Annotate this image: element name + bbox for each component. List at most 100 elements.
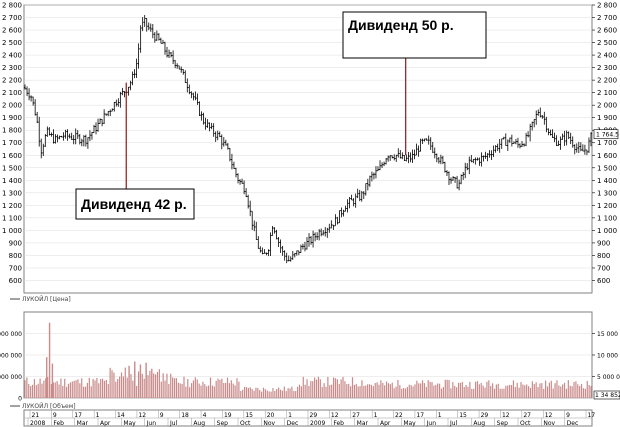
x-month-label: Oct <box>520 420 531 427</box>
price-tick-label-left: 2 000 <box>2 102 22 110</box>
volume-bar <box>236 378 238 398</box>
volume-bar <box>573 381 575 398</box>
volume-bar <box>206 386 208 398</box>
volume-bar <box>306 379 308 398</box>
volume-bar <box>120 372 123 398</box>
price-tick-label-right: 2 100 <box>597 89 617 97</box>
volume-bar <box>132 380 134 398</box>
volume-bar <box>340 379 342 398</box>
volume-bar <box>86 382 89 398</box>
volume-bar <box>442 387 444 398</box>
volume-bar <box>425 386 427 398</box>
volume-bar <box>219 379 221 398</box>
volume-bar <box>435 384 437 398</box>
volume-spike <box>151 368 153 398</box>
volume-bar <box>399 385 401 398</box>
volume-bar <box>505 385 507 398</box>
volume-bar <box>490 385 492 398</box>
volume-bar <box>317 376 320 398</box>
volume-bar <box>79 383 81 398</box>
volume-bar <box>416 380 418 398</box>
volume-bar <box>283 386 285 398</box>
x-day-label: 9 <box>566 412 570 419</box>
volume-bar <box>427 380 429 398</box>
volume-bar <box>310 380 312 398</box>
dividend-label-2: Дивиденд 50 р. <box>348 17 454 33</box>
last-volume-marker: 1 34 852 <box>593 390 620 400</box>
volume-bar <box>355 383 357 398</box>
volume-bar <box>550 380 552 398</box>
price-tick-label-right: 2 700 <box>597 14 617 22</box>
volume-bar <box>527 386 530 398</box>
price-tick-label-left: 900 <box>9 239 22 247</box>
volume-bar <box>584 388 586 398</box>
volume-bar <box>329 385 331 398</box>
volume-bar <box>518 387 520 398</box>
x-month-label: Jun <box>426 420 437 427</box>
volume-tick-label-left: 5 000 000 <box>0 374 22 381</box>
volume-bar <box>54 382 56 398</box>
x-day-label: 27 <box>352 412 360 419</box>
volume-bar <box>410 385 412 398</box>
volume-bar <box>31 384 34 398</box>
x-month-label: Nov <box>543 420 555 427</box>
volume-bar <box>251 388 253 398</box>
volume-bar <box>81 378 83 398</box>
volume-bar <box>531 381 533 398</box>
volume-bar <box>137 371 140 398</box>
volume-bar <box>471 388 473 398</box>
volume-bar <box>75 380 77 398</box>
volume-bar <box>344 381 346 398</box>
volume-bar <box>62 385 64 398</box>
price-tick-label-left: 2 400 <box>2 52 22 60</box>
volume-bar <box>514 387 516 398</box>
dividend-box-1 <box>75 188 195 220</box>
volume-bar <box>302 376 304 398</box>
price-tick-label-right: 1 500 <box>597 164 617 172</box>
x-day-label: 15 <box>459 412 467 419</box>
volume-bar <box>289 388 291 398</box>
volume-bar <box>522 384 524 398</box>
volume-bar <box>323 383 325 398</box>
volume-bar <box>403 388 405 398</box>
x-day-label: 12 <box>331 412 339 419</box>
volume-bar <box>480 383 482 398</box>
volume-bar <box>238 381 240 398</box>
volume-bar <box>66 386 68 398</box>
volume-bar <box>211 385 213 398</box>
price-tick-label-right: 2 500 <box>597 39 617 47</box>
volume-series <box>24 322 592 398</box>
volume-bar <box>370 384 373 398</box>
volume-bar <box>565 388 568 398</box>
volume-bar <box>397 379 399 398</box>
volume-bar <box>198 383 200 398</box>
volume-bar <box>209 377 212 398</box>
volume-bar <box>105 380 107 398</box>
volume-bar <box>204 384 206 398</box>
volume-bar <box>73 380 75 398</box>
volume-bar <box>113 372 115 398</box>
volume-bar <box>71 381 73 398</box>
volume-bar <box>461 381 463 398</box>
volume-bar <box>84 386 87 398</box>
volume-bar <box>412 386 414 398</box>
volume-bar <box>484 387 486 398</box>
x-day-label: 1 <box>96 412 100 419</box>
volume-bar <box>482 385 484 398</box>
price-tick-label-right: 2 200 <box>597 77 617 85</box>
volume-bar <box>380 380 382 398</box>
volume-bar <box>143 378 145 398</box>
price-tick-label-left: 1 100 <box>2 214 22 222</box>
volume-bar <box>376 382 378 398</box>
x-month-label: 2009 <box>310 420 325 427</box>
x-day-label: 17 <box>74 412 82 419</box>
volume-bar <box>378 384 380 398</box>
price-y-axis-left: 600 700 800 900 1 000 1 100 1 200 1 300 1 400 1 5… <box>2 2 22 285</box>
x-month-label: Oct <box>240 420 251 427</box>
volume-bar <box>539 383 541 398</box>
volume-bar <box>60 378 62 398</box>
volume-bar <box>141 373 143 398</box>
volume-bar <box>52 382 54 398</box>
volume-bar <box>529 387 532 398</box>
volume-bar <box>331 384 333 398</box>
